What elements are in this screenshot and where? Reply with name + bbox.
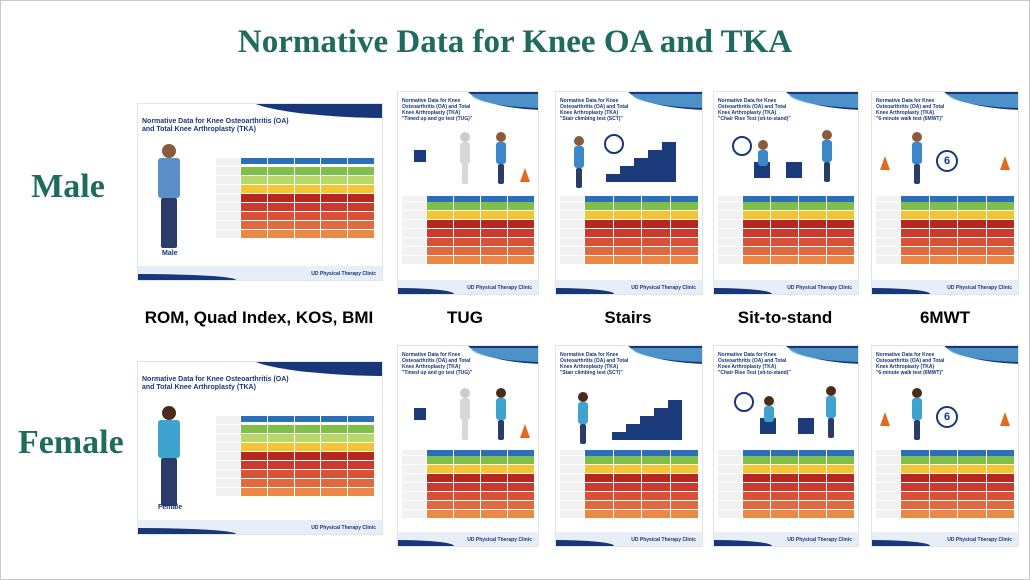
- chair-icon: [414, 150, 426, 162]
- poster-title: Normative Data for Knee Osteoarthritis (…: [718, 98, 791, 122]
- clinic-logo: UD Physical Therapy Clinic: [631, 285, 696, 291]
- poster-table: [876, 450, 1014, 518]
- cone-icon: [520, 424, 530, 438]
- poster-footer: [138, 266, 382, 280]
- poster-stairs-female[interactable]: Normative Data for Knee Osteoarthritis (…: [556, 346, 702, 546]
- poster-table: [402, 196, 534, 264]
- poster-title: Normative Data for Knee Osteoarthritis (…: [142, 376, 289, 391]
- poster-table: [718, 450, 854, 518]
- row-label-female: Female: [18, 424, 124, 461]
- cone-icon: [1000, 412, 1010, 426]
- caption-tug: TUG: [447, 308, 483, 327]
- poster-table: [402, 450, 534, 518]
- poster-rom-female[interactable]: Normative Data for Knee Osteoarthritis (…: [138, 362, 382, 534]
- chair-icon: [754, 162, 770, 178]
- poster-sts-female[interactable]: Normative Data for Knee Osteoarthritis (…: [714, 346, 858, 546]
- poster-stairs-male[interactable]: Normative Data for Knee Osteoarthritis (…: [556, 92, 702, 294]
- clinic-logo: UD Physical Therapy Clinic: [311, 271, 376, 277]
- chair-icon: [760, 418, 776, 434]
- caption-rom: ROM, Quad Index, KOS, BMI: [144, 308, 374, 327]
- cone-icon: [1000, 156, 1010, 170]
- cone-icon: [880, 412, 890, 426]
- poster-title: Normative Data for Knee Osteoarthritis (…: [876, 352, 945, 376]
- poster-table: [718, 196, 854, 264]
- caption-sit-to-stand: Sit-to-stand: [737, 308, 833, 327]
- cone-icon: [880, 156, 890, 170]
- stairs-icon: [612, 400, 682, 440]
- poster-tug-female[interactable]: Normative Data for Knee Osteoarthritis (…: [398, 346, 538, 546]
- clinic-logo: UD Physical Therapy Clinic: [947, 285, 1012, 291]
- poster-6mwt-male[interactable]: Normative Data for Knee Osteoarthritis (…: [872, 92, 1018, 294]
- six-minute-badge-icon: 6: [936, 150, 958, 172]
- poster-title: Normative Data for Knee Osteoarthritis (…: [402, 352, 473, 376]
- clinic-logo: UD Physical Therapy Clinic: [631, 537, 696, 543]
- chair-icon: [786, 162, 802, 178]
- chair-icon: [414, 408, 426, 420]
- stopwatch-icon: [734, 392, 754, 412]
- six-minute-badge-icon: 6: [936, 406, 958, 428]
- clinic-logo: UD Physical Therapy Clinic: [947, 537, 1012, 543]
- caption-stairs: Stairs: [604, 308, 652, 327]
- caption-6mwt: 6MWT: [919, 308, 971, 327]
- poster-rom-male[interactable]: Normative Data for Knee Osteoarthritis (…: [138, 104, 382, 280]
- stopwatch-icon: [604, 134, 624, 154]
- poster-6mwt-female[interactable]: Normative Data for Knee Osteoarthritis (…: [872, 346, 1018, 546]
- female-figure-label: Female: [158, 504, 183, 511]
- row-label-male: Male: [31, 168, 105, 205]
- poster-sts-male[interactable]: Normative Data for Knee Osteoarthritis (…: [714, 92, 858, 294]
- poster-title: Normative Data for Knee Osteoarthritis (…: [718, 352, 791, 376]
- clinic-logo: UD Physical Therapy Clinic: [467, 285, 532, 291]
- poster-table: [560, 450, 698, 518]
- stairs-icon: [606, 142, 676, 182]
- poster-title: Normative Data for Knee Osteoarthritis (…: [560, 98, 629, 122]
- male-figure-label: Male: [162, 250, 178, 257]
- poster-tug-male[interactable]: Normative Data for Knee Osteoarthritis (…: [398, 92, 538, 294]
- poster-banner: [245, 104, 382, 118]
- chair-icon: [798, 418, 814, 434]
- poster-table: [560, 196, 698, 264]
- poster-title: Normative Data for Knee Osteoarthritis (…: [142, 118, 289, 133]
- stopwatch-icon: [732, 136, 752, 156]
- clinic-logo: UD Physical Therapy Clinic: [467, 537, 532, 543]
- clinic-logo: UD Physical Therapy Clinic: [787, 537, 852, 543]
- clinic-logo: UD Physical Therapy Clinic: [311, 525, 376, 531]
- poster-title: Normative Data for Knee Osteoarthritis (…: [560, 352, 629, 376]
- clinic-logo: UD Physical Therapy Clinic: [787, 285, 852, 291]
- cone-icon: [520, 168, 530, 182]
- slide-title: Normative Data for Knee OA and TKA: [237, 24, 793, 60]
- poster-table: [216, 158, 374, 238]
- poster-title: Normative Data for Knee Osteoarthritis (…: [402, 98, 473, 122]
- poster-table: [216, 416, 374, 496]
- poster-title: Normative Data for Knee Osteoarthritis (…: [876, 98, 945, 122]
- poster-table: [876, 196, 1014, 264]
